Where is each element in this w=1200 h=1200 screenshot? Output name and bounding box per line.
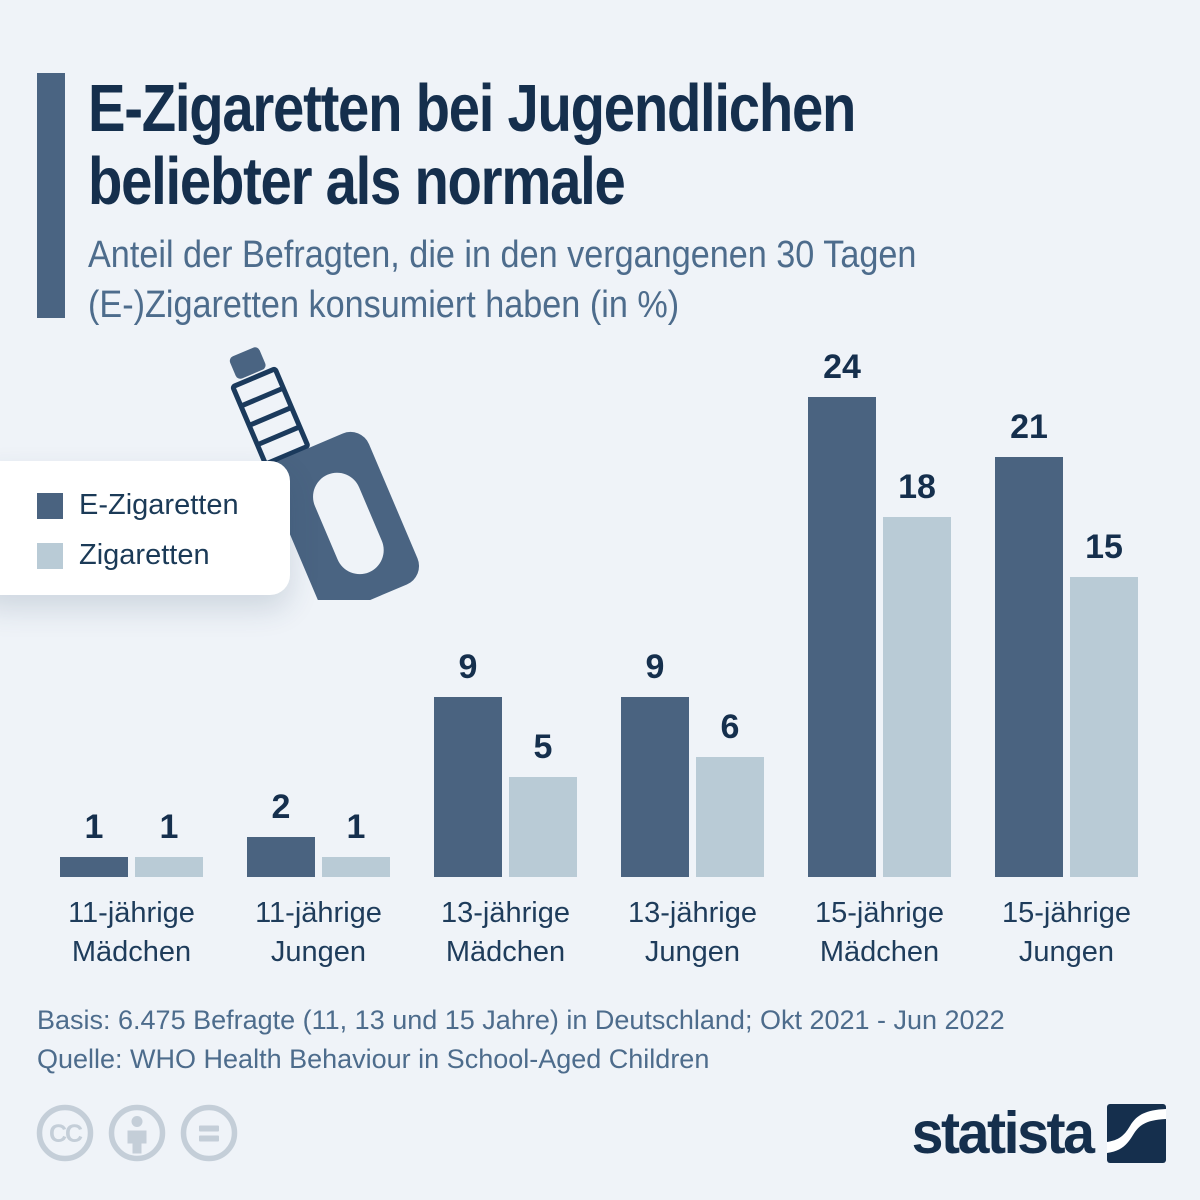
value-label-e-zigaretten-2: 2 [271,788,291,826]
legend-label-e-zigaretten: E-Zigaretten [79,489,239,521]
cc-by-icon[interactable] [108,1104,166,1162]
value-label-zigaretten-2: 1 [346,808,366,846]
cc-nd-icon[interactable] [180,1104,238,1162]
legend-swatch-e-zigaretten [37,492,63,519]
source-line: Quelle: WHO Health Behaviour in School-A… [37,1044,710,1074]
page-subtitle: Anteil der Befragten, die in den vergang… [88,230,916,330]
title-line-1: E-Zigaretten bei Jugendlichen [88,71,856,146]
value-label-e-zigaretten-3: 9 [458,648,478,686]
vape-screen [313,472,384,575]
category-label-3: 13-jährige Mädchen [441,897,570,968]
statista-logo[interactable]: statista [906,1100,1166,1166]
category-label-5: 15-jährige Mädchen [815,897,944,968]
cc-license-bar: CC [36,1104,238,1162]
bar-zigaretten-3 [509,777,577,877]
bar-zigaretten-2 [322,857,390,877]
basis-line: Basis: 6.475 Befragte (11, 13 und 15 Jah… [37,1005,1005,1035]
value-label-zigaretten-4: 6 [720,708,740,746]
svg-text:CC: CC [49,1120,83,1148]
category-label-6: 15-jährige Jungen [1002,897,1131,968]
value-label-zigaretten-3: 5 [533,728,553,766]
bar-e-zigaretten-2 [247,837,315,877]
value-label-zigaretten-5: 18 [898,468,936,506]
page-title: E-Zigaretten bei Jugendlichen beliebter … [88,71,856,219]
legend-item-zigaretten: Zigaretten [37,539,210,572]
value-label-e-zigaretten-1: 1 [84,808,104,846]
bar-e-zigaretten-3 [434,697,502,877]
legend-swatch-zigaretten [37,542,63,569]
legend-card: E-Zigaretten Zigaretten [0,461,290,595]
bar-zigaretten-6 [1070,577,1138,877]
vape-tank [230,366,310,466]
title-accent-bar [37,73,65,318]
statista-wordmark: statista [912,1100,1095,1166]
bar-e-zigaretten-4 [621,697,689,877]
legend-item-e-zigaretten: E-Zigaretten [37,489,239,522]
vape-device-icon [229,347,420,600]
category-label-1: 11-jährige Mädchen [68,897,195,968]
subtitle-line-2: (E-)Zigaretten konsumiert haben (in %) [88,284,680,326]
chart-footnote: Basis: 6.475 Befragte (11, 13 und 15 Jah… [37,1001,1005,1079]
vape-mouthpiece [229,347,266,379]
bar-zigaretten-4 [696,757,764,877]
value-label-e-zigaretten-5: 24 [823,348,861,386]
bar-zigaretten-5 [883,517,951,877]
value-label-e-zigaretten-6: 21 [1010,408,1048,446]
category-label-2: 11-jährige Jungen [255,897,382,968]
bar-e-zigaretten-5 [808,397,876,877]
category-label-4: 13-jährige Jungen [628,897,757,968]
value-label-zigaretten-1: 1 [159,808,179,846]
value-label-zigaretten-6: 15 [1085,528,1123,566]
legend-label-zigaretten: Zigaretten [79,539,210,571]
subtitle-line-1: Anteil der Befragten, die in den vergang… [88,234,917,276]
title-line-2: beliebter als normale [88,144,626,219]
bar-zigaretten-1 [135,857,203,877]
bar-e-zigaretten-1 [60,857,128,877]
cc-license-icon[interactable]: CC [36,1104,94,1162]
bar-e-zigaretten-6 [995,457,1063,877]
statista-logo-mark [1107,1103,1166,1163]
value-label-e-zigaretten-4: 9 [645,648,665,686]
